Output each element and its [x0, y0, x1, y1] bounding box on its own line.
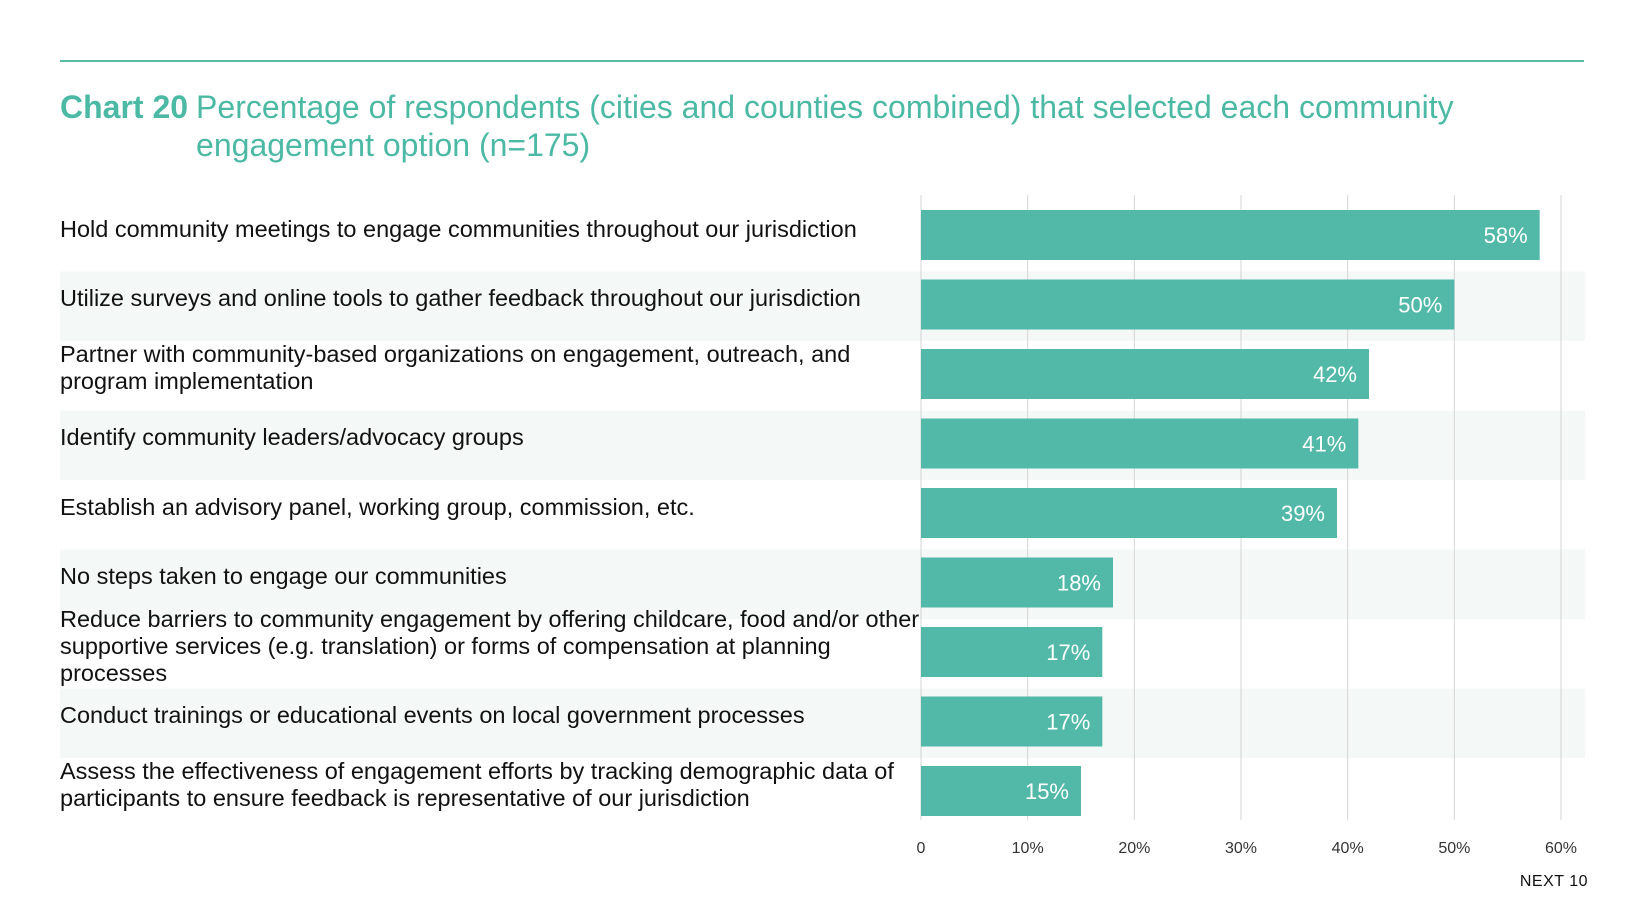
x-tick-label: 0 — [917, 840, 926, 857]
chart-number: Chart 20 — [60, 89, 189, 125]
category-label: Assess the effectiveness of engagement e… — [60, 758, 894, 811]
bar — [921, 210, 1540, 260]
category-label: Reduce barriers to community engagement … — [60, 605, 920, 686]
x-tick-label: 30% — [1225, 840, 1257, 857]
category-label: Conduct trainings or educational events … — [60, 702, 805, 728]
x-tick-label: 40% — [1332, 840, 1364, 857]
category-label: Partner with community-based organizatio… — [60, 341, 851, 394]
category-label: Establish an advisory panel, working gro… — [60, 493, 695, 520]
row-stripe — [60, 549, 1585, 619]
bar — [921, 766, 1081, 816]
x-tick-label: 10% — [1012, 840, 1044, 857]
bar-data-label: 17% — [1046, 640, 1090, 665]
bar-data-label: 39% — [1281, 501, 1325, 526]
bar — [921, 696, 1103, 747]
category-label: Utilize surveys and online tools to gath… — [60, 285, 861, 311]
bar — [921, 418, 1359, 469]
bar-data-label: 15% — [1025, 779, 1069, 804]
bar-data-label: 50% — [1398, 293, 1442, 318]
footer-brand: NEXT 10 — [1519, 873, 1588, 890]
bar — [921, 279, 1455, 330]
bar — [921, 488, 1337, 538]
bar — [921, 557, 1113, 608]
bar-data-label: 17% — [1046, 710, 1090, 735]
category-label: Hold community meetings to engage commun… — [60, 215, 857, 242]
bar-data-label: 58% — [1484, 223, 1528, 248]
x-tick-label: 60% — [1545, 840, 1577, 857]
category-label: Identify community leaders/advocacy grou… — [60, 424, 524, 450]
chart-title-text: Percentage of respondents (cities and co… — [196, 89, 1454, 163]
bar-data-label: 41% — [1302, 432, 1346, 457]
bar-data-label: 18% — [1057, 571, 1101, 596]
bar — [921, 627, 1103, 677]
chart-title: Chart 20 Percentage of respondents (citi… — [60, 88, 1600, 164]
x-tick-label: 20% — [1118, 840, 1150, 857]
x-tick-label: 50% — [1438, 840, 1470, 857]
row-stripe — [60, 688, 1585, 758]
bar-data-label: 42% — [1313, 362, 1357, 387]
bar — [921, 349, 1369, 399]
category-label: No steps taken to engage our communities — [60, 563, 507, 589]
top-rule — [60, 60, 1584, 62]
